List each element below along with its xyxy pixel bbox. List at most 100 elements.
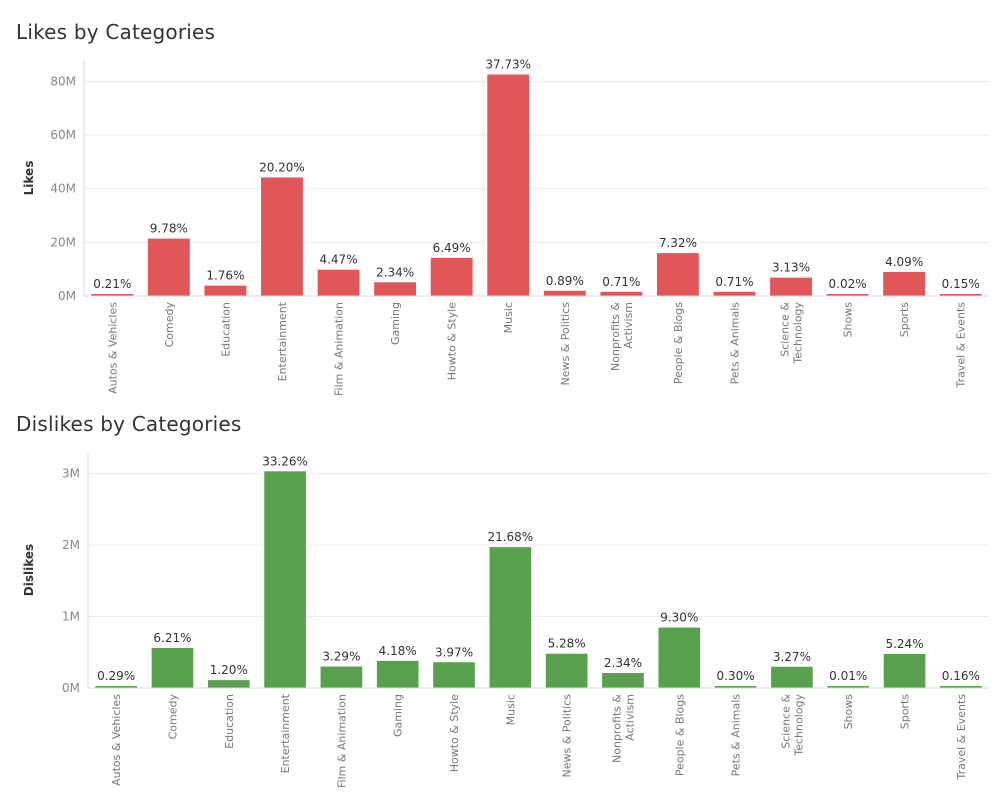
likes-bar[interactable] <box>543 290 586 296</box>
dislikes-bar[interactable] <box>489 547 532 688</box>
likes-category-label: Howto & Style <box>446 302 459 380</box>
likes-category-label: Entertainment <box>276 301 289 381</box>
likes-bar[interactable] <box>317 269 360 296</box>
dislikes-data-label: 3.29% <box>322 650 360 664</box>
dislikes-bar[interactable] <box>714 686 757 688</box>
likes-bar[interactable] <box>147 238 190 296</box>
dislikes-category-label: Sports <box>899 694 912 730</box>
dislikes-category-label: People & Blogs <box>673 694 686 776</box>
dislikes-bar[interactable] <box>771 666 813 688</box>
dislikes-bar[interactable] <box>940 686 982 688</box>
dislikes-category-label: News & Politics <box>561 694 574 778</box>
svg-text:Science &: Science & <box>779 694 792 749</box>
likes-data-label: 0.71% <box>715 275 753 289</box>
likes-y-tick-label: 20M <box>50 235 76 249</box>
svg-text:Sports: Sports <box>898 302 911 338</box>
likes-data-label: 0.21% <box>93 277 131 291</box>
likes-category-label: Pets & Animals <box>728 302 741 385</box>
likes-data-label: 6.49% <box>433 241 471 255</box>
svg-text:Pets & Animals: Pets & Animals <box>730 694 743 777</box>
svg-text:Sports: Sports <box>899 694 912 730</box>
svg-text:Activism: Activism <box>623 694 636 741</box>
likes-bar[interactable] <box>656 253 699 296</box>
dislikes-bar[interactable] <box>602 672 644 688</box>
dislikes-bar[interactable] <box>376 660 419 688</box>
dislikes-bar[interactable] <box>883 653 926 688</box>
likes-data-label: 37.73% <box>485 57 531 71</box>
likes-data-label: 0.02% <box>829 277 867 291</box>
likes-data-label: 0.89% <box>546 274 584 288</box>
likes-chart: 0M 20M 40M 60M 80M Likes 0.21% Autos & Vehicles… <box>22 57 989 396</box>
dislikes-bar[interactable] <box>433 662 475 688</box>
likes-chart-title: Likes by Categories <box>16 20 216 44</box>
likes-data-label: 0.15% <box>942 277 980 291</box>
svg-text:Entertainment: Entertainment <box>279 693 292 773</box>
dislikes-data-label: 3.27% <box>773 650 811 664</box>
svg-text:Film & Animation: Film & Animation <box>335 694 348 788</box>
svg-text:Music: Music <box>504 694 517 725</box>
likes-y-tick-label: 0M <box>58 289 76 303</box>
dislikes-y-tick-label: 2M <box>62 538 80 552</box>
svg-text:Activism: Activism <box>622 302 635 349</box>
dislikes-bar[interactable] <box>151 647 194 688</box>
dislikes-data-label: 33.26% <box>262 454 308 468</box>
likes-bar[interactable] <box>374 282 417 296</box>
dislikes-chart-title: Dislikes by Categories <box>16 412 242 436</box>
dislikes-bar[interactable] <box>827 686 870 688</box>
likes-data-label: 3.13% <box>772 261 810 275</box>
dislikes-category-label: Science & Technology <box>779 694 805 757</box>
likes-bar[interactable] <box>430 257 473 296</box>
dislikes-category-label: Nonprofits & Activism <box>610 694 636 763</box>
svg-text:News & Politics: News & Politics <box>559 302 572 386</box>
likes-category-label: Gaming <box>389 302 402 345</box>
svg-text:Autos & Vehicles: Autos & Vehicles <box>110 694 123 786</box>
dislikes-data-label: 0.30% <box>717 669 755 683</box>
svg-text:Comedy: Comedy <box>163 302 176 348</box>
dislikes-y-tick-label: 3M <box>62 466 80 480</box>
svg-text:Nonprofits &: Nonprofits & <box>609 302 622 371</box>
svg-text:News & Politics: News & Politics <box>561 694 574 778</box>
dislikes-data-label: 5.28% <box>548 637 586 651</box>
dislikes-data-label: 2.34% <box>604 656 642 670</box>
dislikes-y-tick-label: 0M <box>62 681 80 695</box>
svg-text:Music: Music <box>502 302 515 333</box>
likes-bar[interactable] <box>487 74 530 297</box>
svg-text:Shows: Shows <box>842 302 855 338</box>
dislikes-bar[interactable] <box>207 680 250 688</box>
dislikes-category-label: Gaming <box>392 694 405 737</box>
dislikes-y-axis-title: Dislikes <box>22 544 36 596</box>
dislikes-data-label: 6.21% <box>153 631 191 645</box>
dislikes-bar[interactable] <box>320 666 363 688</box>
likes-bar[interactable] <box>600 291 643 296</box>
svg-text:Gaming: Gaming <box>392 694 405 737</box>
dislikes-bar[interactable] <box>545 653 588 688</box>
likes-bar[interactable] <box>261 177 303 296</box>
svg-text:Technology: Technology <box>792 302 805 365</box>
likes-y-tick-label: 40M <box>50 182 76 196</box>
svg-text:Technology: Technology <box>792 694 805 757</box>
likes-category-label: Film & Animation <box>333 302 346 396</box>
likes-bar[interactable] <box>91 294 134 296</box>
likes-data-label: 4.09% <box>885 255 923 269</box>
likes-data-label: 2.34% <box>376 265 414 279</box>
likes-bar[interactable] <box>204 285 247 296</box>
dislikes-bar[interactable] <box>95 686 137 688</box>
dislikes-bar[interactable] <box>264 471 306 688</box>
svg-text:Shows: Shows <box>842 694 855 730</box>
dislikes-category-label: Education <box>223 694 236 749</box>
likes-bar[interactable] <box>713 291 756 296</box>
likes-bar[interactable] <box>939 294 982 296</box>
svg-text:Film & Animation: Film & Animation <box>333 302 346 396</box>
svg-text:Entertainment: Entertainment <box>276 301 289 381</box>
likes-bar[interactable] <box>883 271 926 296</box>
likes-bar[interactable] <box>770 277 812 296</box>
likes-data-label: 9.78% <box>150 222 188 236</box>
likes-category-label: Sports <box>898 302 911 338</box>
dislikes-data-label: 5.24% <box>885 637 923 651</box>
likes-data-label: 7.32% <box>659 236 697 250</box>
dislikes-data-label: 0.29% <box>97 669 135 683</box>
likes-category-label: News & Politics <box>559 302 572 386</box>
likes-bar[interactable] <box>826 294 869 296</box>
dislikes-bar[interactable] <box>658 627 701 688</box>
